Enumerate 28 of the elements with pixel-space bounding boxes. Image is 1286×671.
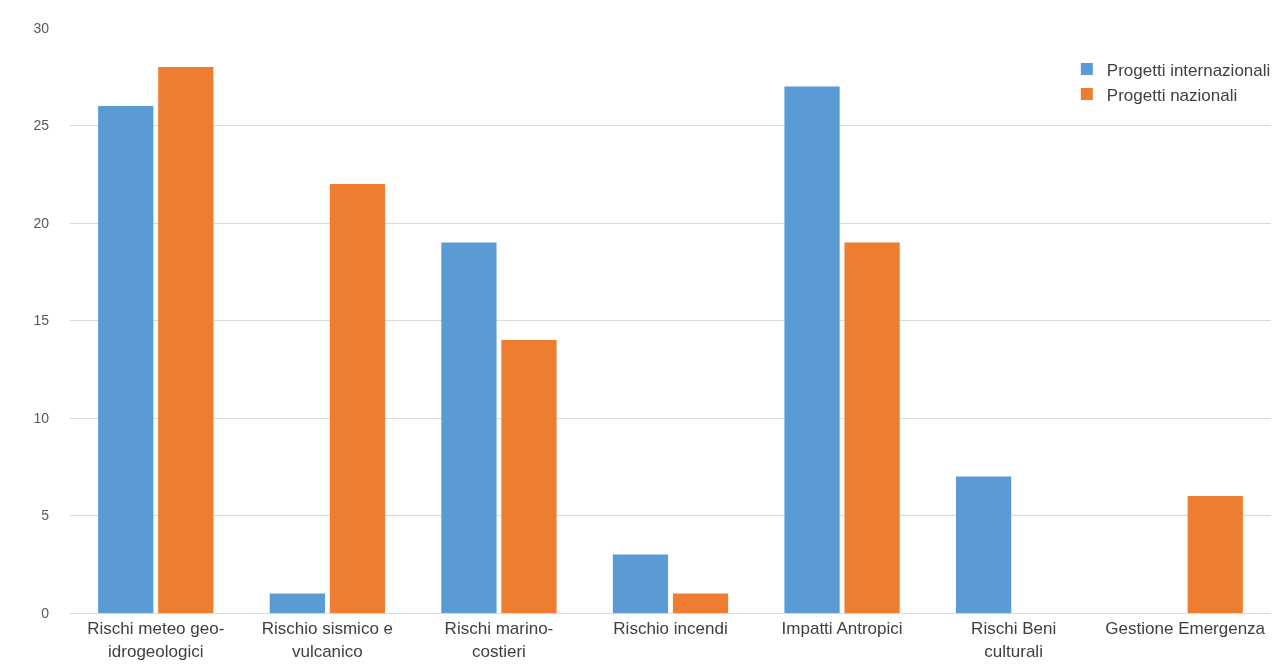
legend-label: Progetti nazionali: [1106, 85, 1238, 105]
x-tick-label: Rischio incendi: [613, 619, 728, 639]
y-tick-label: 25: [33, 117, 50, 134]
bar: [1187, 496, 1243, 613]
y-tick-label: 10: [33, 409, 50, 426]
x-tick-label: Rischi marino-costieri: [444, 619, 554, 661]
bar: [501, 340, 557, 613]
y-tick-label: 15: [33, 312, 50, 329]
bar: [844, 242, 900, 613]
bar: [672, 593, 729, 613]
bar: [158, 67, 214, 613]
y-tick-label: 5: [41, 507, 50, 524]
x-tick-label: Rischi Beni culturali: [971, 619, 1057, 661]
bar: [612, 554, 669, 613]
bar: [955, 476, 1012, 613]
bar: [784, 86, 840, 613]
y-tick-label: 20: [33, 214, 50, 231]
legend-label: Progetti internazionali: [1106, 60, 1271, 80]
y-tick-label: 0: [41, 604, 50, 621]
bar: [269, 593, 325, 613]
y-tick-label: 30: [33, 19, 50, 36]
x-tick-label: Gestione Emergenza: [1105, 619, 1266, 639]
x-tick-label: Impatti Antropici: [781, 619, 903, 639]
bar: [98, 106, 154, 613]
bar: [441, 242, 497, 613]
x-tick-label: Rischio sismico e vulcanico: [261, 619, 394, 661]
x-tick-label: Rischi meteo geo-idrogeologici: [87, 619, 225, 661]
bar: [329, 184, 386, 613]
